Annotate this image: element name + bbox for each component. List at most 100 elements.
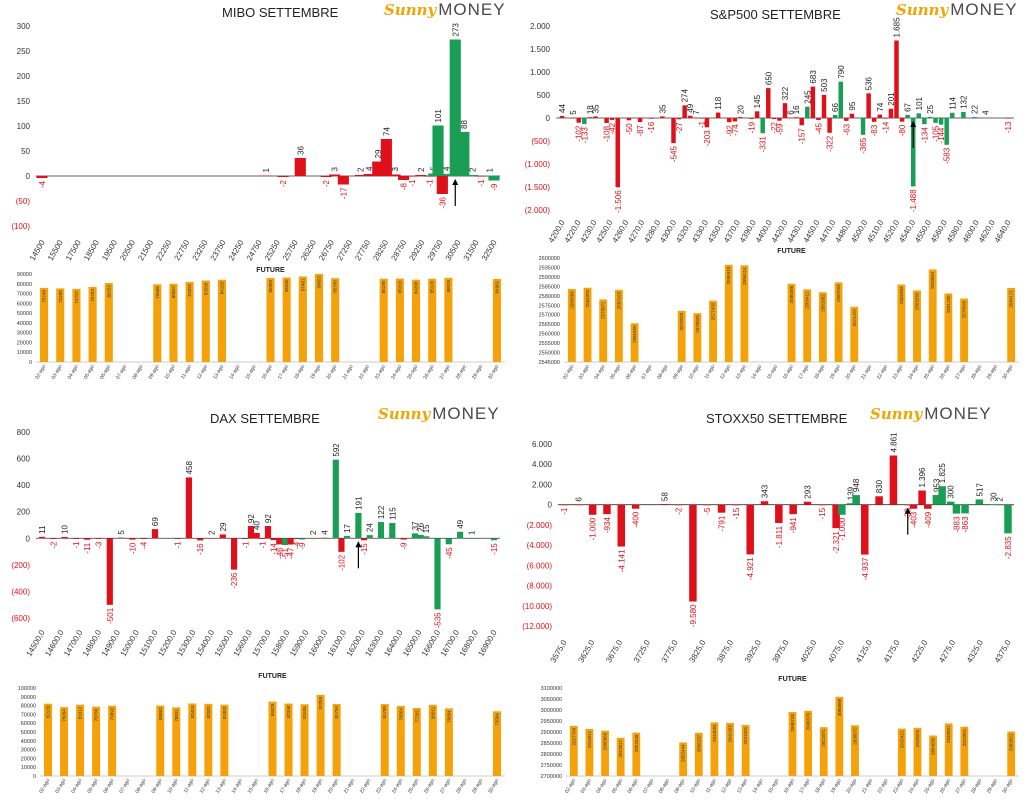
bar-value-label: 69	[151, 517, 160, 526]
bar-value-label: -2	[49, 541, 58, 549]
future-y-tick-label: 70000	[21, 712, 36, 718]
future-x-tick-label: 18-ago	[293, 364, 306, 381]
future-title: FUTURE	[258, 673, 287, 680]
bar-value-label: 132	[959, 95, 968, 109]
future-bar-value: 2572029	[679, 312, 684, 330]
bar-value-label: 683	[809, 70, 818, 84]
future-bar	[599, 299, 608, 362]
future-y-tick-label: 0	[29, 360, 32, 366]
future-bar-value: 2896237	[696, 734, 701, 752]
bar-call	[938, 486, 946, 505]
future-bar	[960, 726, 969, 776]
sunny-money-logo: Sunny MONEY	[384, 0, 506, 20]
future-x-tick-label: 15-ago	[247, 778, 260, 795]
future-x-tick-label: 27-ago	[955, 778, 968, 795]
future-bar	[153, 284, 162, 362]
future-bar	[694, 732, 703, 776]
bar-value-label: 67	[904, 102, 913, 111]
bar-put	[363, 174, 375, 176]
future-bar-value: 85190	[381, 280, 386, 293]
future-bar-value: 84961	[494, 280, 499, 293]
y-tick-label: 0	[548, 501, 553, 510]
bar-call	[490, 538, 498, 541]
future-x-tick-label: 13-ago	[212, 364, 225, 381]
bar-value-label: 201	[887, 92, 896, 106]
bar-value-label: -883	[952, 516, 961, 533]
future-bar	[108, 705, 117, 776]
bar-value-label: 3	[391, 167, 400, 172]
future-bar-value: 82031	[206, 705, 211, 718]
future-x-tick-label: 10-ago	[167, 778, 180, 795]
bar-call	[938, 118, 944, 125]
future-x-tick-label: 30-ago	[1001, 364, 1014, 381]
future-title: FUTURE	[777, 248, 806, 255]
y-tick-label: (6.000)	[527, 561, 553, 570]
future-bar	[803, 289, 812, 362]
future-x-tick-label: 20-ago	[325, 364, 338, 381]
bar-value-label: -236	[230, 572, 239, 589]
bar-put	[372, 161, 384, 176]
bar-put	[660, 504, 669, 505]
bar-value-label: -108	[603, 125, 612, 142]
future-bar-value: 81535	[302, 706, 307, 719]
future-x-tick-label: 19-ago	[309, 364, 322, 381]
bar-put	[475, 176, 487, 177]
future-bar	[818, 292, 827, 362]
bar-value-label: 536	[865, 76, 874, 90]
future-bar	[44, 703, 53, 776]
bar-value-label: 2	[208, 530, 217, 535]
bar-put	[715, 112, 721, 118]
future-bar-value: 2583412	[805, 291, 810, 309]
logo-money-text: MONEY	[924, 404, 992, 423]
bar-value-label: -3	[95, 541, 104, 549]
bar-value-label: -27	[675, 122, 684, 134]
bar-put	[276, 538, 283, 545]
future-x-tick-label: 22-ago	[358, 364, 371, 381]
bar-value-label: 95	[848, 101, 857, 110]
bar-value-label: -4	[38, 180, 47, 188]
bar-put	[832, 504, 840, 529]
future-bar-value: 2583566	[569, 291, 574, 309]
bar-call	[281, 538, 289, 546]
future-bar-value: 76763	[90, 288, 95, 301]
future-y-tick-label: 2585000	[539, 284, 560, 290]
future-x-tick-label: 09-ago	[672, 364, 685, 381]
bar-put	[593, 116, 598, 118]
logo-money-text: MONEY	[438, 0, 506, 19]
bar-value-label: -15	[818, 507, 827, 519]
future-bar-value: 73564	[494, 713, 499, 726]
future-bar-value: 74737	[74, 290, 79, 303]
future-bar	[567, 289, 576, 362]
logo-sunny-text: Sunny	[384, 1, 437, 19]
bar-value-label: -102	[337, 554, 346, 571]
bar-put	[264, 526, 272, 539]
bar-put	[924, 504, 932, 509]
bar-value-label: 26	[417, 522, 426, 531]
bar-put	[588, 504, 597, 515]
bar-value-label: 20	[736, 105, 745, 114]
future-bar-value: 2852444	[681, 744, 686, 762]
future-bar	[185, 281, 194, 362]
y-tick-label: (1.000)	[525, 160, 551, 169]
bar-put	[72, 538, 79, 539]
bar-value-label: -9	[298, 542, 307, 550]
bar-put	[604, 118, 609, 123]
bar-put	[889, 455, 898, 505]
bar-put	[766, 88, 771, 118]
future-x-tick-label: 30-ago	[487, 364, 500, 381]
bar-put	[287, 538, 294, 545]
future-y-tick-label: 2545000	[539, 360, 560, 366]
bar-value-label: -10	[128, 542, 137, 554]
future-x-tick-label: 03-ago	[51, 364, 64, 381]
future-bar-value: 2931925	[743, 726, 748, 744]
bar-value-label: 25	[926, 104, 935, 113]
future-x-tick-label: 19-ago	[311, 778, 324, 795]
future-x-tick-label: 13-ago	[215, 778, 228, 795]
future-x-tick-label: 24-ago	[907, 364, 920, 381]
future-x-tick-label: 16-ago	[782, 364, 795, 381]
future-bar	[851, 725, 859, 776]
y-tick-label: 1.500	[530, 45, 551, 54]
bar-value-label: -2	[279, 179, 288, 187]
mibo-panel: MIBO SETTEMBRE Sunny MONEY 300 250 200 150 1…	[0, 0, 514, 404]
future-x-tick-label: 03-ago	[578, 364, 591, 381]
